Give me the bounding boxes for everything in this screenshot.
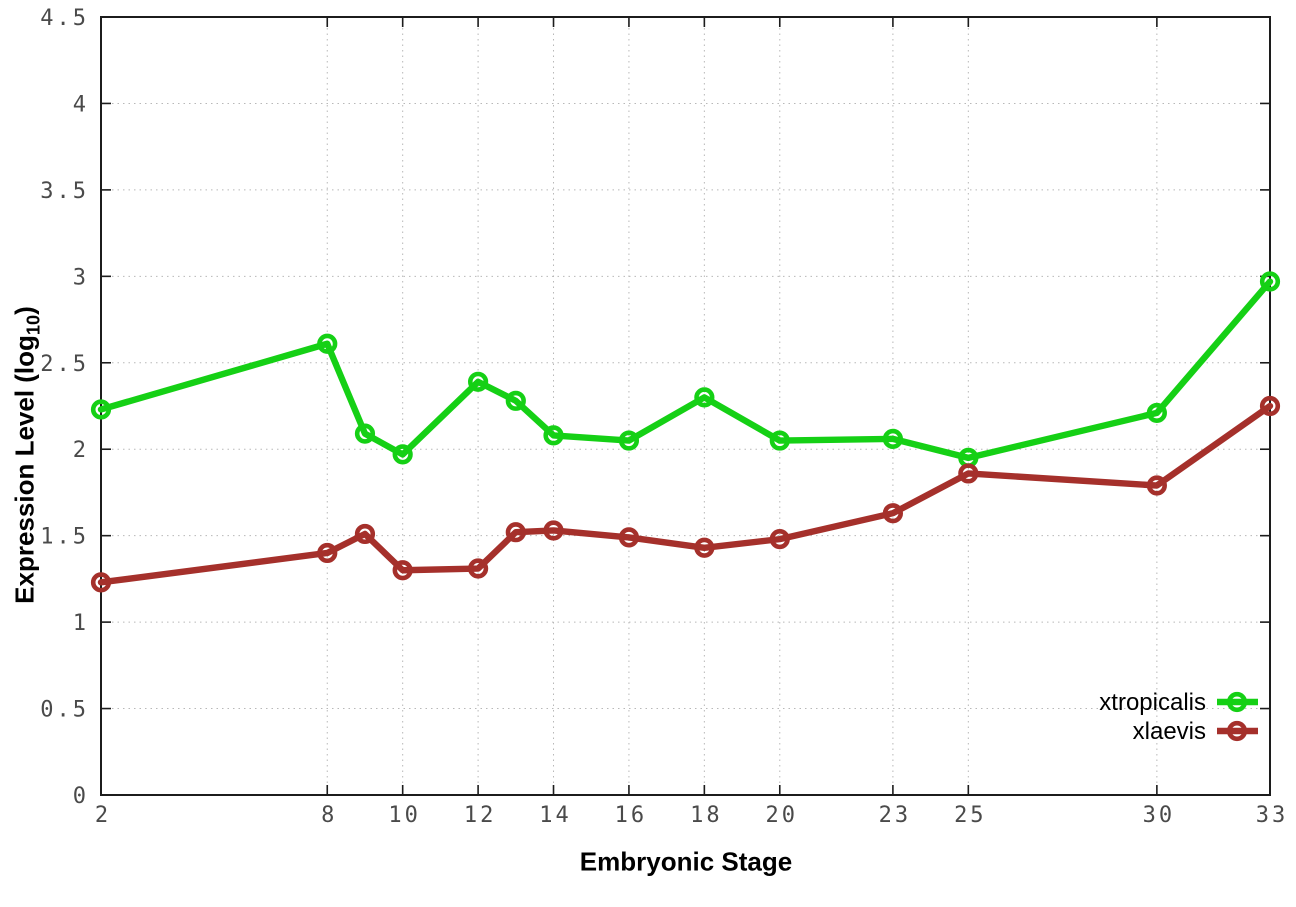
x-tick-label: 10: [388, 803, 421, 828]
series-xtropicalis-point: [543, 425, 564, 446]
series-xlaevis-point: [958, 463, 979, 484]
y-tick-label: 3: [73, 265, 89, 290]
series-xtropicalis-point: [467, 371, 489, 392]
series-xtropicalis-point: [354, 423, 376, 444]
series-xlaevis-point: [882, 503, 904, 524]
y-tick-label: 0.5: [40, 698, 89, 723]
series-xlaevis-point: [618, 527, 640, 548]
series-xlaevis-point: [505, 522, 526, 543]
series-xtropicalis-point: [694, 387, 715, 408]
series-xtropicalis-point: [1259, 271, 1281, 292]
y-axis-title-subscript: 10: [23, 314, 44, 336]
x-tick-label: 25: [954, 803, 987, 828]
x-axis-title: Embryonic Stage: [579, 846, 793, 877]
series-xlaevis-point: [694, 537, 715, 558]
y-tick-label: 2: [73, 438, 89, 463]
x-tick-label: 23: [879, 803, 912, 828]
y-tick-label: 0: [73, 784, 89, 809]
x-tick-label: 16: [615, 803, 648, 828]
series-xlaevis-point: [392, 560, 413, 581]
series-xlaevis-point: [1146, 475, 1167, 496]
y-tick-label: 1.5: [40, 525, 89, 550]
series-xlaevis-point: [467, 558, 489, 579]
x-tick-label: 18: [690, 803, 723, 828]
series-xlaevis-point: [1259, 395, 1281, 417]
series-xlaevis-line: [97, 402, 1274, 586]
legend-label-xtropicalis: xtropicalis: [1099, 689, 1206, 716]
y-axis-title-tail: ): [9, 306, 40, 315]
y-tick-label: 2.5: [40, 352, 89, 377]
series-xtropicalis-point: [769, 430, 790, 451]
series-xtropicalis-point: [392, 444, 413, 465]
series-xtropicalis-point: [505, 390, 526, 411]
series-xlaevis-point: [354, 523, 376, 545]
x-tick-label: 30: [1143, 803, 1176, 828]
x-tick-label: 12: [464, 803, 497, 828]
y-axis-title-main: Expression Level (log: [9, 335, 40, 604]
y-tick-label: 3.5: [40, 179, 89, 204]
y-tick-label: 4: [73, 92, 89, 117]
x-tick-label: 20: [766, 803, 799, 828]
series-xlaevis-point: [769, 529, 790, 550]
legend-label-xlaevis: xlaevis: [1133, 718, 1206, 745]
legend-marker-circle-xtropicalis: [1226, 691, 1248, 713]
series-xlaevis-point: [317, 542, 338, 564]
series-xlaevis-point: [90, 572, 112, 593]
series-xtropicalis-point: [90, 399, 112, 420]
y-tick-label: 4.5: [40, 6, 89, 31]
series-xtropicalis-point: [317, 333, 338, 354]
x-tick-label: 33: [1256, 803, 1289, 828]
x-tick-label: 8: [321, 803, 337, 828]
x-tick-label: 2: [95, 803, 111, 828]
series-xtropicalis-point: [1146, 402, 1167, 424]
series-xtropicalis-line: [97, 278, 1274, 462]
series-xtropicalis-point: [618, 430, 640, 451]
x-tick-label: 14: [539, 803, 572, 828]
series-xtropicalis-point: [882, 428, 904, 449]
y-tick-label: 1: [73, 611, 89, 636]
y-axis-title: Expression Level (log10): [9, 306, 44, 604]
legend-marker-circle-xlaevis: [1226, 720, 1248, 742]
series-xlaevis-point: [543, 520, 564, 541]
